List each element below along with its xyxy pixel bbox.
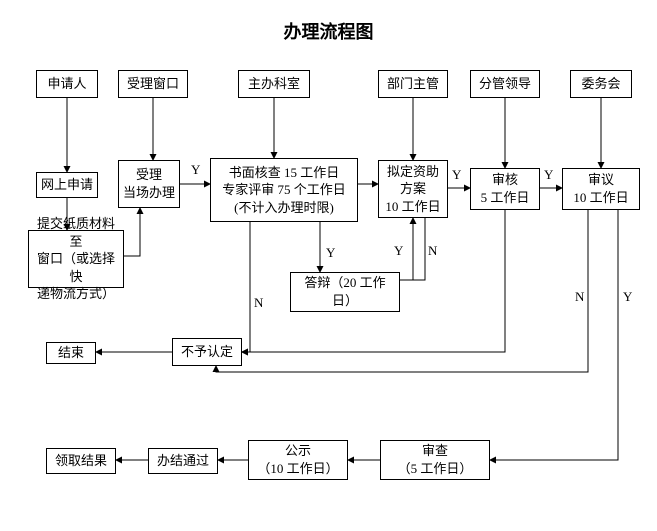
edge-label: N [254, 296, 263, 309]
node-end: 结束 [46, 342, 96, 364]
edge-label: N [428, 244, 437, 257]
node-pass: 办结通过 [148, 448, 218, 474]
node-h_office: 主办科室 [238, 70, 310, 98]
node-inspect: 审查 （5 工作日） [380, 440, 490, 480]
edge-label: Y [191, 163, 200, 176]
node-apply_online: 网上申请 [36, 172, 98, 198]
edge-review-reject [242, 222, 250, 352]
node-h_applicant: 申请人 [36, 70, 98, 98]
edge-label: Y [452, 168, 461, 181]
node-review: 书面核查 15 工作日 专家评审 75 个工作日 (不计入办理时限) [210, 158, 358, 222]
node-h_council: 委务会 [570, 70, 632, 98]
node-get_result: 领取结果 [46, 448, 116, 474]
edge-label: Y [544, 168, 553, 181]
edge-deliberate-reject [216, 210, 588, 372]
node-h_leader: 分管领导 [470, 70, 540, 98]
node-h_window: 受理窗口 [118, 70, 188, 98]
edge-submit_mat-accept [124, 208, 140, 256]
node-accept: 受理 当场办理 [118, 160, 180, 208]
edge-deliberate-inspect [490, 210, 618, 460]
node-plan: 拟定资助 方案 10 工作日 [378, 160, 448, 218]
node-publicity: 公示 （10 工作日） [248, 440, 348, 480]
node-deliberate: 审议 10 工作日 [562, 168, 640, 210]
edge-label: Y [326, 246, 335, 259]
edge-label: Y [623, 290, 632, 303]
node-audit: 审核 5 工作日 [470, 168, 540, 210]
edge-label: Y [394, 244, 403, 257]
edge-label: N [575, 290, 584, 303]
node-h_dept: 部门主管 [378, 70, 448, 98]
node-submit_mat: 提交纸质材料至 窗口（或选择快 递物流方式） [28, 230, 124, 288]
node-reject: 不予认定 [172, 338, 242, 366]
node-defense: 答辩（20 工作 日） [290, 272, 400, 312]
